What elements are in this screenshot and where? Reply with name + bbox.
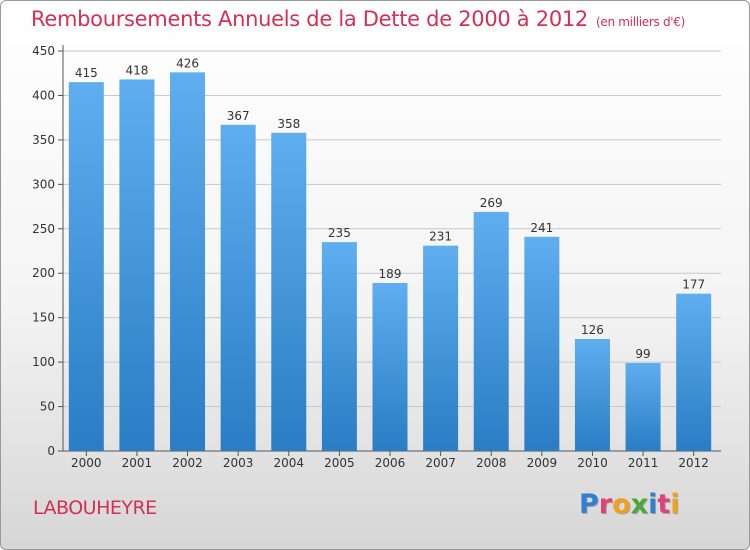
bars [68, 72, 712, 452]
y-tick-label: 200 [32, 266, 55, 280]
y-tick-label: 150 [32, 311, 55, 325]
x-tick-label: 2003 [223, 456, 254, 470]
x-tick-label: 2004 [273, 456, 304, 470]
bar [473, 211, 509, 451]
bar-value-label: 241 [530, 221, 553, 235]
x-tick-label: 2000 [71, 456, 102, 470]
commune-name: LABOUHEYRE [33, 497, 157, 519]
bar [676, 293, 712, 451]
labels: 0 50 100 150 200 250 300 350 400 450 415 2000 418 200… [32, 44, 709, 470]
y-tick-label: 400 [32, 88, 55, 102]
y-tick-label: 450 [32, 44, 55, 58]
bar-value-label: 426 [176, 56, 199, 70]
y-tick-label: 250 [32, 222, 55, 236]
bar-value-label: 269 [480, 196, 503, 210]
y-tick-label: 350 [32, 133, 55, 147]
bar [119, 79, 155, 451]
bar-value-label: 231 [429, 230, 452, 244]
bar-value-label: 189 [379, 267, 402, 281]
proxiti-logo: Proxiti [579, 489, 680, 520]
logo-letter: P [579, 489, 599, 520]
bar-value-label: 418 [125, 63, 148, 77]
bar-value-label: 235 [328, 226, 351, 240]
logo-letter: r [598, 489, 613, 520]
bar [170, 72, 206, 451]
bar [271, 132, 307, 451]
x-tick-label: 2007 [425, 456, 456, 470]
y-tick-label: 100 [32, 355, 55, 369]
x-tick-label: 2011 [628, 456, 659, 470]
x-tick-label: 2001 [122, 456, 153, 470]
bar-value-label: 415 [75, 66, 98, 80]
x-tick-label: 2008 [476, 456, 507, 470]
bar [68, 82, 104, 451]
x-tick-label: 2010 [577, 456, 608, 470]
bar [423, 245, 459, 451]
bar [220, 124, 256, 452]
x-tick-label: 2002 [172, 456, 203, 470]
y-tick-label: 50 [40, 400, 55, 414]
chart-title: Remboursements Annuels de la Dette de 20… [31, 7, 685, 31]
bar [574, 339, 610, 451]
bar-value-label: 99 [635, 347, 650, 361]
bar-value-label: 126 [581, 323, 604, 337]
logo-letter: o [612, 489, 631, 520]
y-tick-label: 0 [47, 444, 55, 458]
x-tick-label: 2012 [678, 456, 709, 470]
bar [524, 236, 560, 451]
bar [372, 283, 408, 451]
bar [321, 242, 357, 451]
logo-letter: i [670, 489, 680, 520]
bar-value-label: 177 [682, 278, 705, 292]
bar [625, 363, 661, 451]
logo-letter: i [648, 489, 658, 520]
bar-value-label: 367 [227, 109, 250, 123]
x-tick-label: 2006 [375, 456, 406, 470]
y-tick-label: 300 [32, 177, 55, 191]
chart-title-text: Remboursements Annuels de la Dette de 20… [31, 7, 588, 31]
bar-value-label: 358 [277, 117, 300, 131]
logo-letter: t [657, 489, 671, 520]
x-tick-label: 2005 [324, 456, 355, 470]
x-tick-label: 2009 [527, 456, 558, 470]
chart-unit: (en milliers d'€) [596, 15, 686, 29]
logo-letter: x [630, 489, 649, 520]
